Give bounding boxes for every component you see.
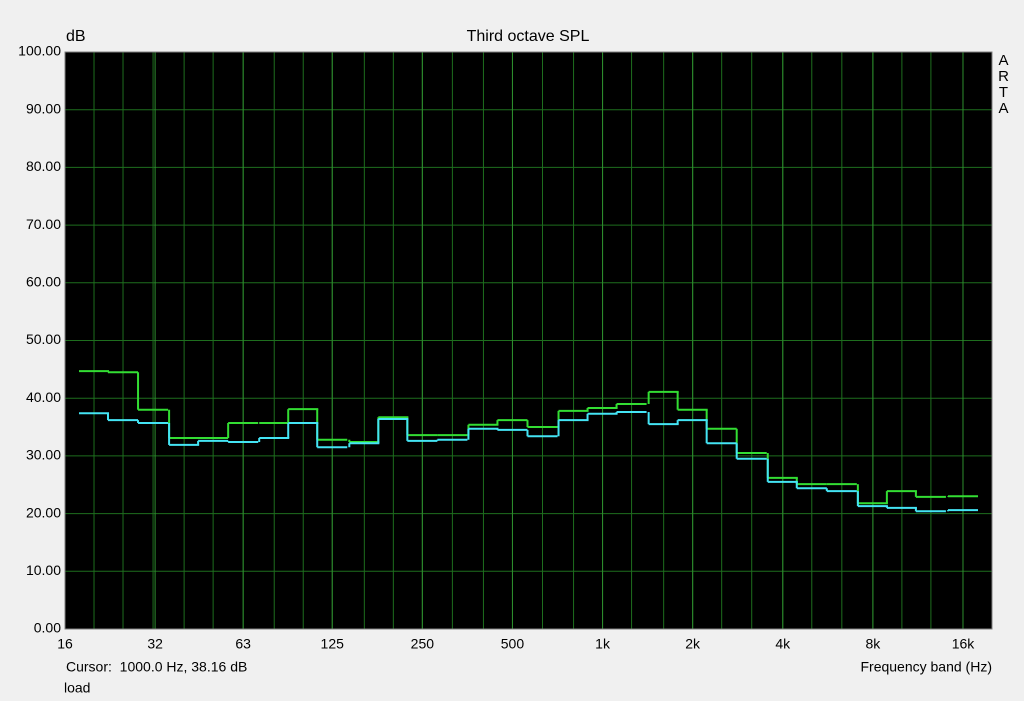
x-axis-label: Frequency band (Hz)	[860, 659, 992, 675]
x-tick-label: 63	[235, 636, 251, 652]
y-tick-label: 60.00	[26, 274, 61, 290]
y-tick-label: 20.00	[26, 504, 61, 520]
x-tick-label: 4k	[775, 636, 791, 652]
x-tick-label: 2k	[685, 636, 701, 652]
y-tick-label: 40.00	[26, 389, 61, 405]
x-tick-label: 1k	[595, 636, 611, 652]
y-tick-label: 70.00	[26, 216, 61, 232]
x-tick-label: 250	[411, 636, 435, 652]
plot-frame	[64, 51, 993, 630]
status-text: load	[64, 680, 90, 696]
y-tick-label: 0.00	[34, 620, 61, 636]
y-tick-label: 30.00	[26, 447, 61, 463]
y-tick-label: 10.00	[26, 562, 61, 578]
y-tick-label: 80.00	[26, 158, 61, 174]
chart-title: Third octave SPL	[467, 28, 590, 45]
x-tick-label: 125	[321, 636, 345, 652]
x-tick-label: 16	[57, 636, 73, 652]
x-tick-label: 8k	[865, 636, 881, 652]
y-axis-label: dB	[66, 28, 86, 45]
x-tick-label: 16k	[952, 636, 976, 652]
x-tick-label: 500	[501, 636, 525, 652]
y-tick-label: 50.00	[26, 331, 61, 347]
y-tick-label: 100.00	[18, 43, 61, 59]
cursor-readout: Cursor: 1000.0 Hz, 38.16 dB	[66, 659, 247, 675]
watermark: ARTA	[995, 52, 1012, 116]
y-tick-label: 90.00	[26, 100, 61, 116]
x-tick-label: 32	[147, 636, 163, 652]
